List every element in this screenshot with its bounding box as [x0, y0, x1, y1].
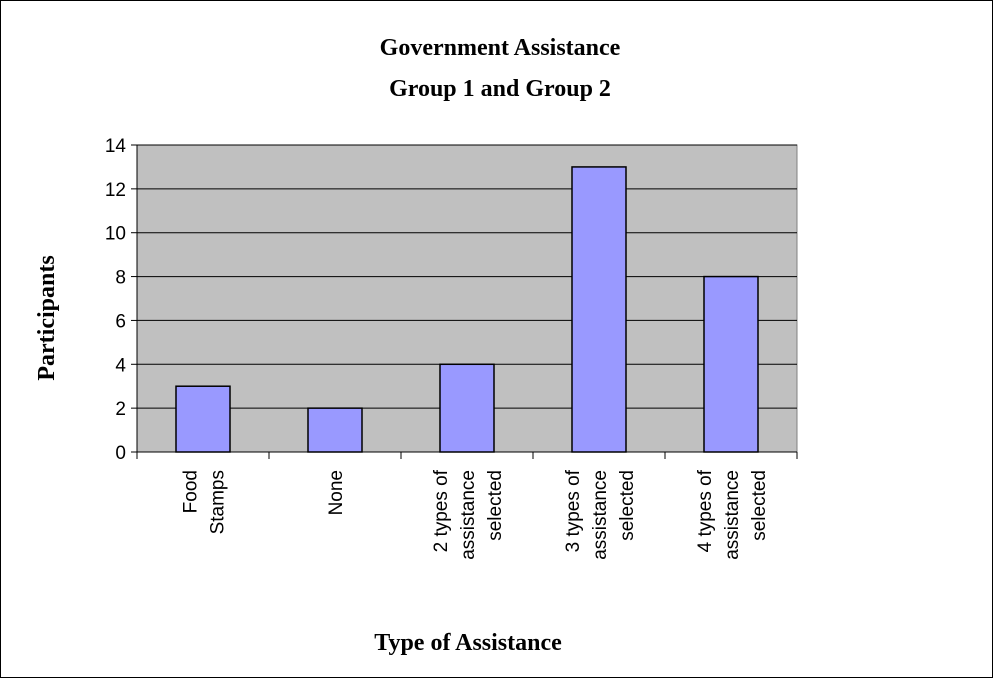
x-tick-label-line: 4 types of — [695, 469, 716, 552]
y-tick-label: 12 — [105, 180, 126, 201]
y-axis-title: Participants — [34, 255, 60, 380]
x-tick-label: 3 types of assistance selected — [563, 469, 638, 559]
x-tick-label-line: 3 types of — [563, 469, 584, 552]
y-tick-label: 14 — [105, 136, 127, 157]
chart-title-line-1: Government Assistance — [380, 35, 621, 61]
x-tick-label-line: Stamps — [208, 470, 229, 534]
x-tick-label-line: assistance — [722, 470, 743, 560]
bar — [307, 407, 363, 453]
x-tick-label-line: Food — [181, 470, 202, 513]
y-tick-label: 10 — [105, 224, 126, 245]
x-tick-label: None — [326, 470, 347, 515]
bar — [571, 166, 627, 453]
y-tick-label: 8 — [115, 268, 126, 289]
x-tick-label-line: 2 types of — [431, 469, 452, 552]
x-tick-label-line: assistance — [590, 470, 611, 560]
bars — [175, 166, 759, 453]
x-tick-label-line: selected — [617, 470, 638, 541]
y-tick-label: 4 — [115, 355, 126, 376]
bar — [439, 363, 495, 453]
y-tick-labels: 0 2 4 6 8 10 12 14 — [105, 136, 127, 464]
x-axis-title: Type of Assistance — [374, 630, 562, 656]
x-tick-label: Food Stamps — [181, 470, 229, 534]
bar — [703, 275, 759, 453]
axes — [131, 144, 798, 459]
x-tick-label: 4 types of assistance selected — [695, 469, 770, 559]
x-tick-labels: Food Stamps None 2 types of assistance select… — [181, 469, 771, 559]
x-tick-label: 2 types of assistance selected — [431, 469, 506, 559]
y-tick-label: 0 — [115, 443, 126, 464]
x-tick-label-line: assistance — [458, 470, 479, 560]
chart-title-line-2: Group 1 and Group 2 — [389, 76, 611, 102]
x-tick-label-line: selected — [485, 470, 506, 541]
x-tick-label-line: selected — [749, 470, 770, 541]
bar — [175, 385, 231, 453]
y-tick-label: 6 — [115, 311, 126, 332]
x-tick-label-line: None — [326, 470, 347, 515]
y-tick-label: 2 — [115, 399, 126, 420]
